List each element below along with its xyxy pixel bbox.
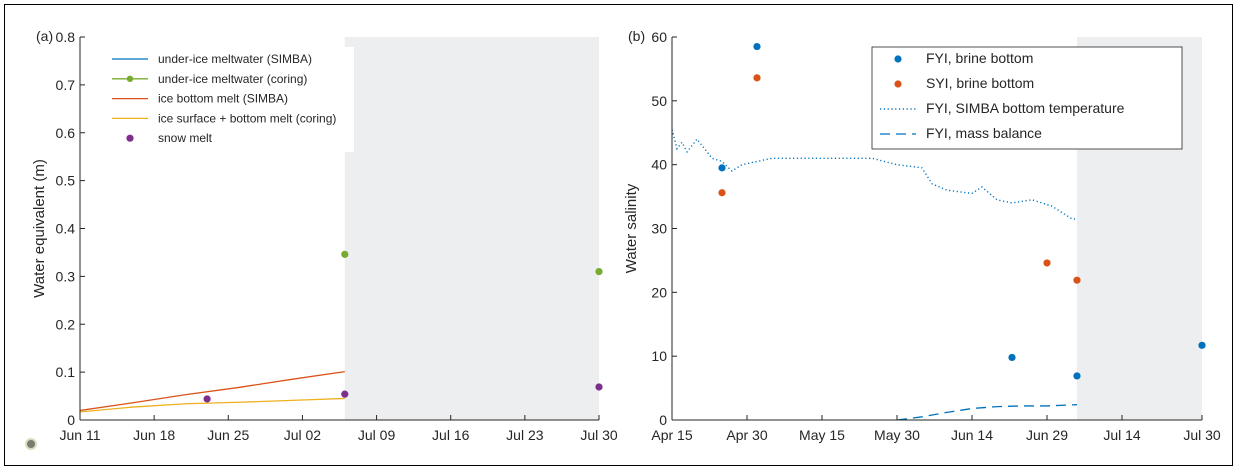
legend-label: under-ice meltwater (coring) — [158, 72, 307, 86]
data-point — [718, 189, 726, 197]
x-tick-label: Jul 09 — [358, 427, 396, 443]
legend-label: FYI, mass balance — [926, 125, 1042, 141]
panel-b: 0 10 20 30 40 50 60 Apr 15 Apr 30 May 15 May 30 Jun… — [623, 28, 1221, 443]
y-tick-label: 20 — [651, 284, 667, 300]
data-point — [718, 164, 726, 172]
series-line-3 — [80, 371, 345, 412]
y-tick-label: 40 — [651, 157, 667, 173]
x-tick-label: May 15 — [799, 427, 845, 443]
data-point — [753, 42, 761, 51]
x-tick-label: May 30 — [874, 427, 920, 443]
y-tick-label: 0.6 — [56, 125, 76, 141]
data-point — [1008, 353, 1016, 362]
x-tick-label: Jul 30 — [1183, 427, 1221, 443]
data-point — [595, 383, 603, 391]
shaded-region — [344, 37, 599, 420]
x-tick-label: Jun 11 — [60, 427, 101, 443]
x-tick-label: Jul 30 — [580, 427, 618, 443]
data-point — [753, 74, 761, 82]
legend-marker — [126, 134, 134, 142]
x-tick-label: Apr 30 — [726, 427, 767, 443]
legend-marker — [126, 75, 134, 83]
data-point — [341, 390, 349, 398]
legend-label: ice surface + bottom melt (coring) — [158, 111, 336, 125]
legend-marker — [894, 80, 902, 88]
data-point — [1198, 341, 1206, 349]
x-tick-label: Jul 14 — [1103, 427, 1141, 443]
legend-label: snow melt — [158, 131, 213, 145]
legend-box — [871, 46, 1183, 150]
x-tick-label: Jul 02 — [284, 427, 322, 443]
legend-label: FYI, SIMBA bottom temperature — [926, 100, 1125, 116]
data-point — [203, 395, 211, 403]
series-line-4 — [80, 397, 345, 413]
legend-marker — [894, 55, 902, 63]
panel-a: 0 0.1 0.2 0.3 0.4 0.5 0.6 0.7 0.8 Jun 11 Jun 18 Jun… — [31, 28, 618, 443]
y-axis-label: Water equivalent (m) — [31, 159, 48, 298]
y-tick-label: 0.2 — [56, 316, 76, 332]
corner-dot-icon — [25, 438, 37, 450]
panel-label: (a) — [36, 28, 53, 44]
legend-label: under-ice meltwater (SIMBA) — [158, 52, 312, 66]
y-tick-label: 10 — [651, 348, 667, 364]
y-tick-label: 0.4 — [56, 221, 76, 237]
y-tick-label: 0.3 — [56, 268, 76, 284]
x-tick-label: Jul 23 — [506, 427, 544, 443]
data-layer — [80, 371, 345, 413]
data-point — [595, 267, 603, 276]
legend-label: ice bottom melt (SIMBA) — [158, 92, 288, 106]
y-tick-label: 60 — [651, 29, 667, 45]
x-tick-label: Jun 25 — [207, 427, 249, 443]
series-line-4 — [896, 404, 1078, 420]
legend-label: FYI, brine bottom — [926, 50, 1033, 66]
y-tick-label: 0.5 — [56, 173, 76, 189]
y-tick-label: 0 — [67, 412, 75, 428]
y-tick-label: 0 — [659, 412, 667, 428]
panel-label: (b) — [628, 28, 645, 44]
y-tick-label: 50 — [651, 93, 667, 109]
data-point — [1073, 276, 1081, 284]
x-tick-label: Apr 15 — [651, 427, 692, 443]
legend-label: SYI, brine bottom — [926, 75, 1034, 91]
y-tick-label: 0.1 — [56, 364, 76, 380]
data-layer — [672, 129, 1078, 420]
data-point — [1043, 259, 1051, 267]
x-tick-label: Jun 18 — [133, 427, 175, 443]
legend-box — [104, 47, 354, 152]
y-tick-label: 0.7 — [56, 77, 76, 93]
x-tick-label: Jun 29 — [1026, 427, 1068, 443]
data-point — [1073, 372, 1081, 380]
y-axis-label: Water salinity — [623, 183, 640, 273]
x-tick-label: Jul 16 — [432, 427, 470, 443]
y-tick-label: 30 — [651, 221, 667, 237]
x-tick-label: Jun 14 — [951, 427, 993, 443]
data-point — [341, 250, 349, 258]
figure-frame — [4, 4, 1233, 466]
y-tick-label: 0.8 — [56, 29, 76, 45]
